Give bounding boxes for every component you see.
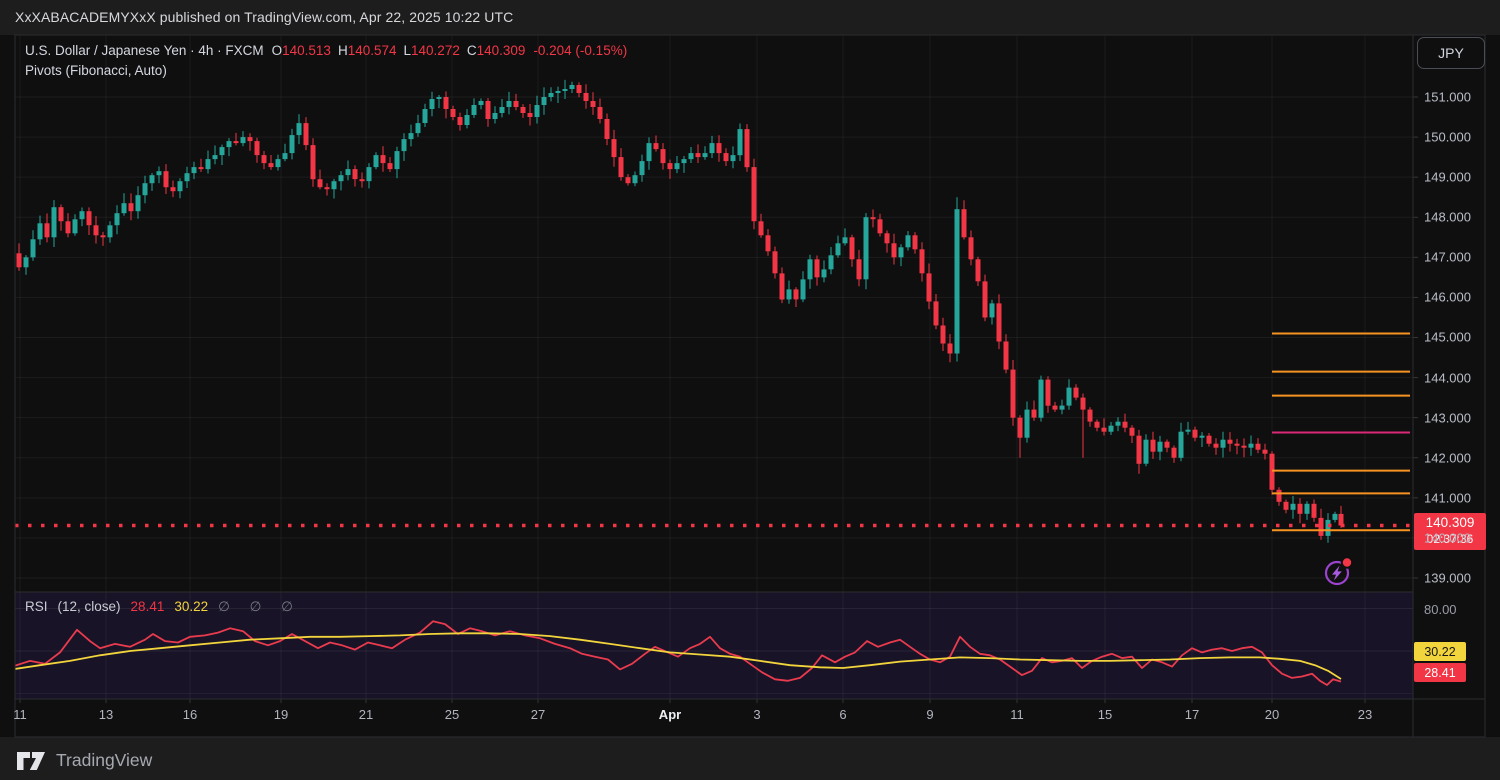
price-axis-label: 139.000 [1424,570,1471,586]
price-axis-label: 143.000 [1424,410,1471,426]
price-axis-label: 141.000 [1424,490,1471,506]
price-axis-label: 151.000 [1424,89,1471,105]
rsi-hidden-plots: ∅ ∅ ∅ [218,599,301,614]
last-price-value: 140.309 [1425,515,1475,530]
indicator-legend-rsi[interactable]: RSI (12, close) 28.41 30.22 ∅ ∅ ∅ [25,599,301,615]
boost-flash-icon[interactable] [1320,555,1356,591]
price-axis-label: 145.000 [1424,329,1471,345]
time-axis-label: Apr [658,707,682,722]
rsi-value: 28.41 [130,599,165,614]
time-axis-label: 3 [753,707,761,722]
time-axis-label: 11 [13,707,27,722]
time-axis-label: 9 [926,707,934,722]
time-axis-label: 21 [358,707,374,722]
rsi-axis-label: 80.00 [1424,602,1457,617]
ohlc-close: C140.309 [466,43,526,58]
time-axis-label: 6 [839,707,847,722]
flash-notification-dot [1342,558,1352,567]
currency-toggle-button[interactable]: JPY [1417,37,1485,69]
price-axis-label: 147.000 [1424,249,1471,265]
price-axis-label: 140.000 [1424,530,1471,546]
price-axis-label: 144.000 [1424,370,1471,386]
rsi-value-badge: 28.41 [1414,663,1466,682]
rsi-params: (12, close) [57,599,121,614]
price-axis-label: 150.000 [1424,129,1471,145]
time-axis-label: 25 [444,707,460,722]
price-axis-label: 146.000 [1424,289,1471,305]
price-axis-label: 149.000 [1424,169,1471,185]
bar-countdown: 02:37:36 [1426,531,1474,546]
symbol-title[interactable]: U.S. Dollar / Japanese Yen · 4h · FXCM [25,43,264,58]
time-axis-label: 20 [1264,707,1280,722]
time-axis-label: 27 [530,707,546,722]
tradingview-brand[interactable]: TradingView [56,749,153,770]
footer-bar: TradingView [15,743,152,777]
publish-bar: XxXABACADEMYXxX published on TradingView… [15,0,513,34]
lightning-bolt-icon [1332,565,1342,581]
price-axis-label: 148.000 [1424,209,1471,225]
time-axis-label: 23 [1357,707,1373,722]
ohlc-high: H140.574 [337,43,397,58]
rsi-ma-value: 30.22 [174,599,209,614]
price-change: -0.204 (-0.15%) [533,43,628,58]
time-axis-label: 13 [98,707,114,722]
publish-text: XxXABACADEMYXxX published on TradingView… [15,9,514,25]
ohlc-low: L140.272 [403,43,460,58]
last-price-badge: 140.309 02:37:36 [1414,513,1486,550]
time-axis-label: 17 [1184,707,1200,722]
ohlc-values: O140.513 H140.574 L140.272 C140.309 [272,43,526,58]
time-axis-label: 15 [1097,707,1113,722]
price-axis-label: 142.000 [1424,450,1471,466]
time-axis-label: 16 [182,707,198,722]
symbol-legend: U.S. Dollar / Japanese Yen · 4h · FXCM O… [25,43,627,78]
rsi-name: RSI [25,599,48,614]
time-axis-label: 19 [273,707,289,722]
flash-ring [1324,560,1350,586]
rsi-ma-badge: 30.22 [1414,642,1466,661]
tradingview-logo-icon[interactable] [15,748,47,772]
time-axis-label: 11 [1010,707,1024,722]
ohlc-open: O140.513 [271,43,331,58]
indicator-legend-pivots[interactable]: Pivots (Fibonacci, Auto) [25,63,167,78]
